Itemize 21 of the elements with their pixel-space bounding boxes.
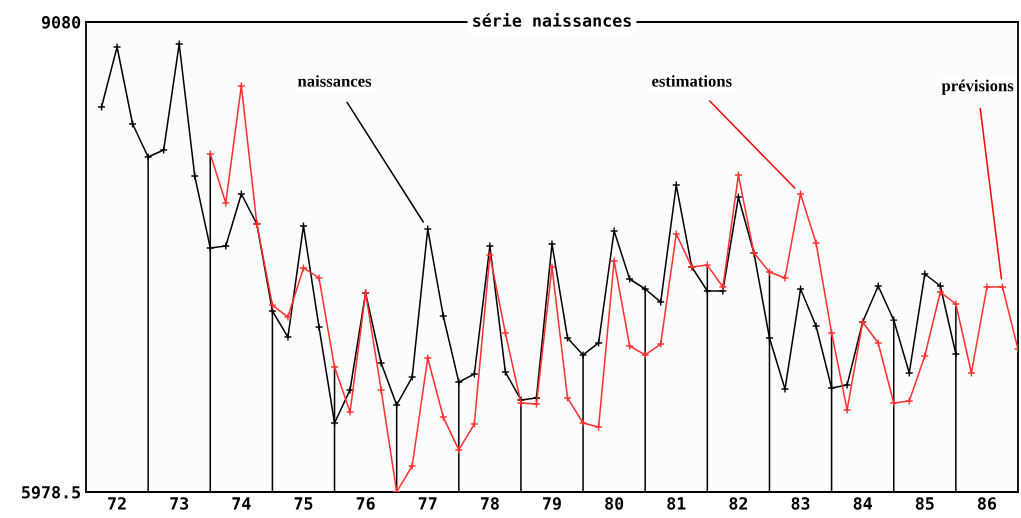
chart-title: série naissances (473, 13, 631, 27)
x-tick-label: 72 (108, 497, 126, 510)
x-tick-label: 79 (543, 497, 561, 510)
x-tick-label: 77 (418, 497, 437, 510)
x-tick-label: 85 (915, 497, 934, 510)
annotation: prévisions (941, 79, 1014, 95)
x-tick-label: 75 (294, 497, 313, 510)
x-tick-label: 80 (605, 497, 624, 510)
annotation: naissances (297, 75, 372, 87)
x-tick-label: 78 (480, 497, 499, 510)
y-tick-label: 9080 (41, 15, 81, 29)
x-tick-label: 74 (232, 497, 251, 510)
x-tick-label: 73 (170, 497, 189, 510)
annotation: estimations (652, 75, 732, 87)
x-tick-label: 86 (977, 497, 997, 510)
x-tick-label: 82 (729, 497, 748, 510)
x-tick-label: 84 (853, 497, 872, 510)
x-tick-label: 76 (356, 497, 375, 510)
x-tick-label: 81 (667, 497, 686, 510)
y-tick-label: 5978.5 (22, 485, 81, 499)
x-tick-label: 83 (791, 497, 810, 510)
